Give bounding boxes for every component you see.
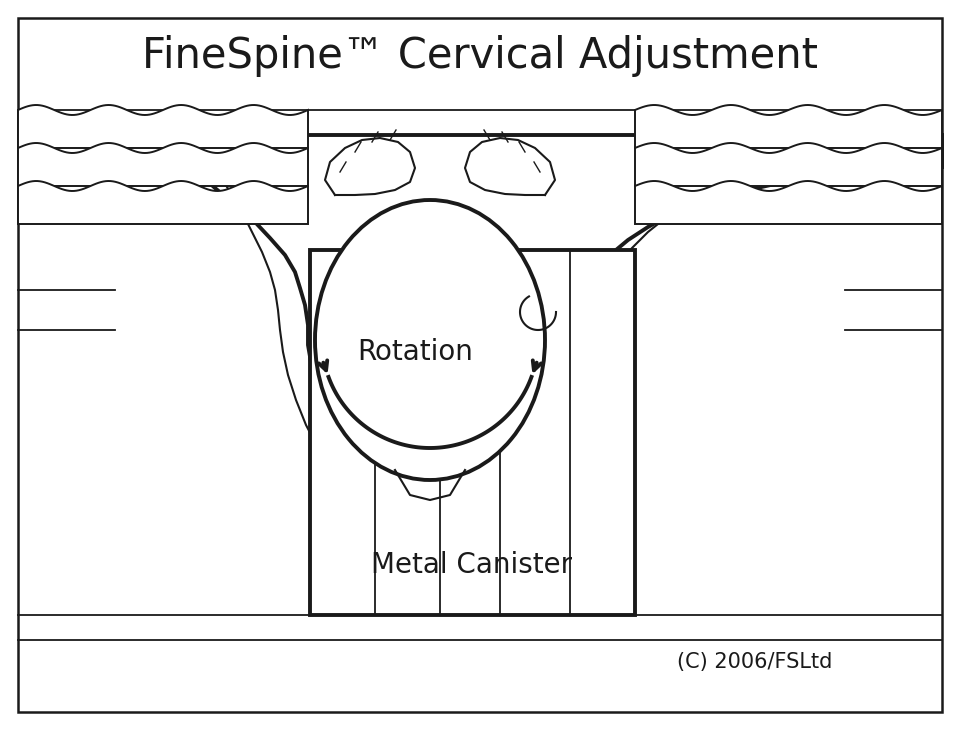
- Bar: [310, 250, 635, 615]
- Text: (C) 2006/FSLtd: (C) 2006/FSLtd: [678, 652, 832, 672]
- Polygon shape: [18, 130, 942, 548]
- Polygon shape: [635, 105, 942, 148]
- Polygon shape: [635, 181, 942, 224]
- Ellipse shape: [315, 200, 545, 480]
- Text: FineSpine™ Cervical Adjustment: FineSpine™ Cervical Adjustment: [142, 35, 818, 77]
- Polygon shape: [18, 181, 308, 224]
- Text: Rotation: Rotation: [357, 338, 473, 366]
- Text: Metal Canister: Metal Canister: [372, 551, 572, 579]
- Polygon shape: [18, 105, 308, 148]
- Polygon shape: [18, 143, 308, 186]
- Polygon shape: [635, 143, 942, 186]
